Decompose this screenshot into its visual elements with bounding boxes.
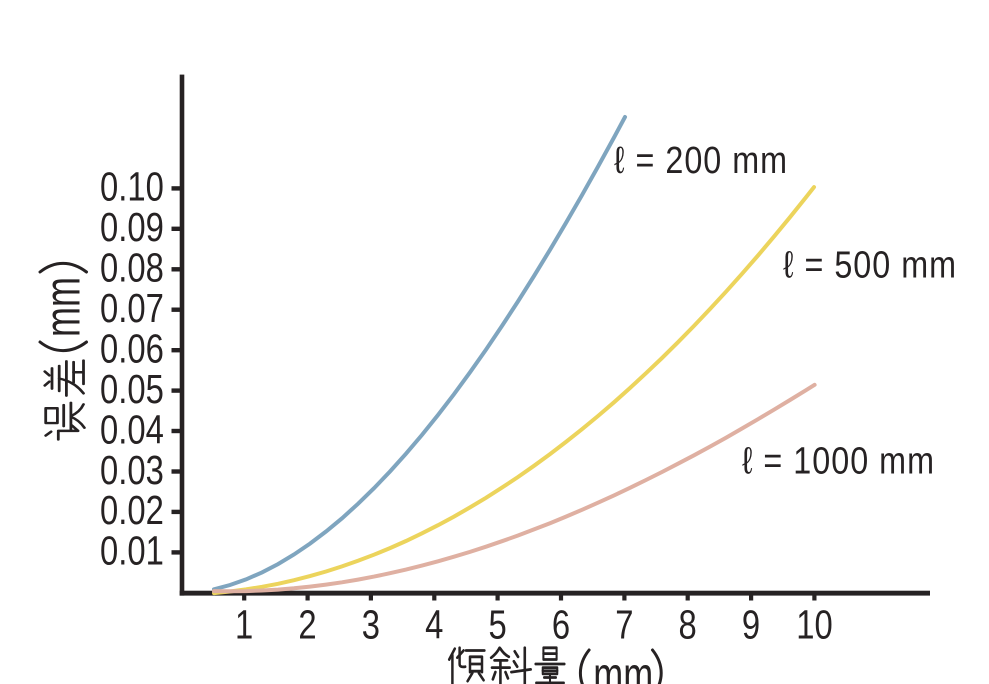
svg-text:mm: mm bbox=[593, 648, 653, 684]
svg-text:9: 9 bbox=[742, 601, 760, 647]
svg-text:ℓ = 200 mm: ℓ = 200 mm bbox=[614, 140, 788, 182]
svg-text:0.10: 0.10 bbox=[100, 163, 164, 209]
svg-text:10: 10 bbox=[796, 601, 832, 647]
svg-text:0.09: 0.09 bbox=[100, 204, 164, 250]
svg-text:3: 3 bbox=[362, 601, 380, 647]
svg-text:7: 7 bbox=[615, 601, 633, 647]
svg-text:0.01: 0.01 bbox=[100, 527, 164, 573]
svg-text:1: 1 bbox=[235, 601, 253, 647]
svg-text:5: 5 bbox=[488, 601, 506, 647]
svg-text:0.03: 0.03 bbox=[100, 446, 164, 492]
svg-text:0.07: 0.07 bbox=[100, 284, 164, 330]
svg-text:6: 6 bbox=[552, 601, 570, 647]
svg-text:ℓ = 1000 mm: ℓ = 1000 mm bbox=[742, 440, 935, 482]
svg-text:mm: mm bbox=[36, 277, 91, 337]
svg-text:4: 4 bbox=[425, 601, 443, 647]
svg-text:ℓ = 500 mm: ℓ = 500 mm bbox=[783, 244, 957, 286]
svg-text:2: 2 bbox=[298, 601, 316, 647]
svg-text:0.08: 0.08 bbox=[100, 244, 164, 290]
svg-text:8: 8 bbox=[679, 601, 697, 647]
svg-text:0.04: 0.04 bbox=[100, 406, 164, 452]
svg-text:0.05: 0.05 bbox=[100, 365, 164, 411]
svg-text:0.06: 0.06 bbox=[100, 325, 164, 371]
svg-text:0.02: 0.02 bbox=[100, 487, 164, 533]
